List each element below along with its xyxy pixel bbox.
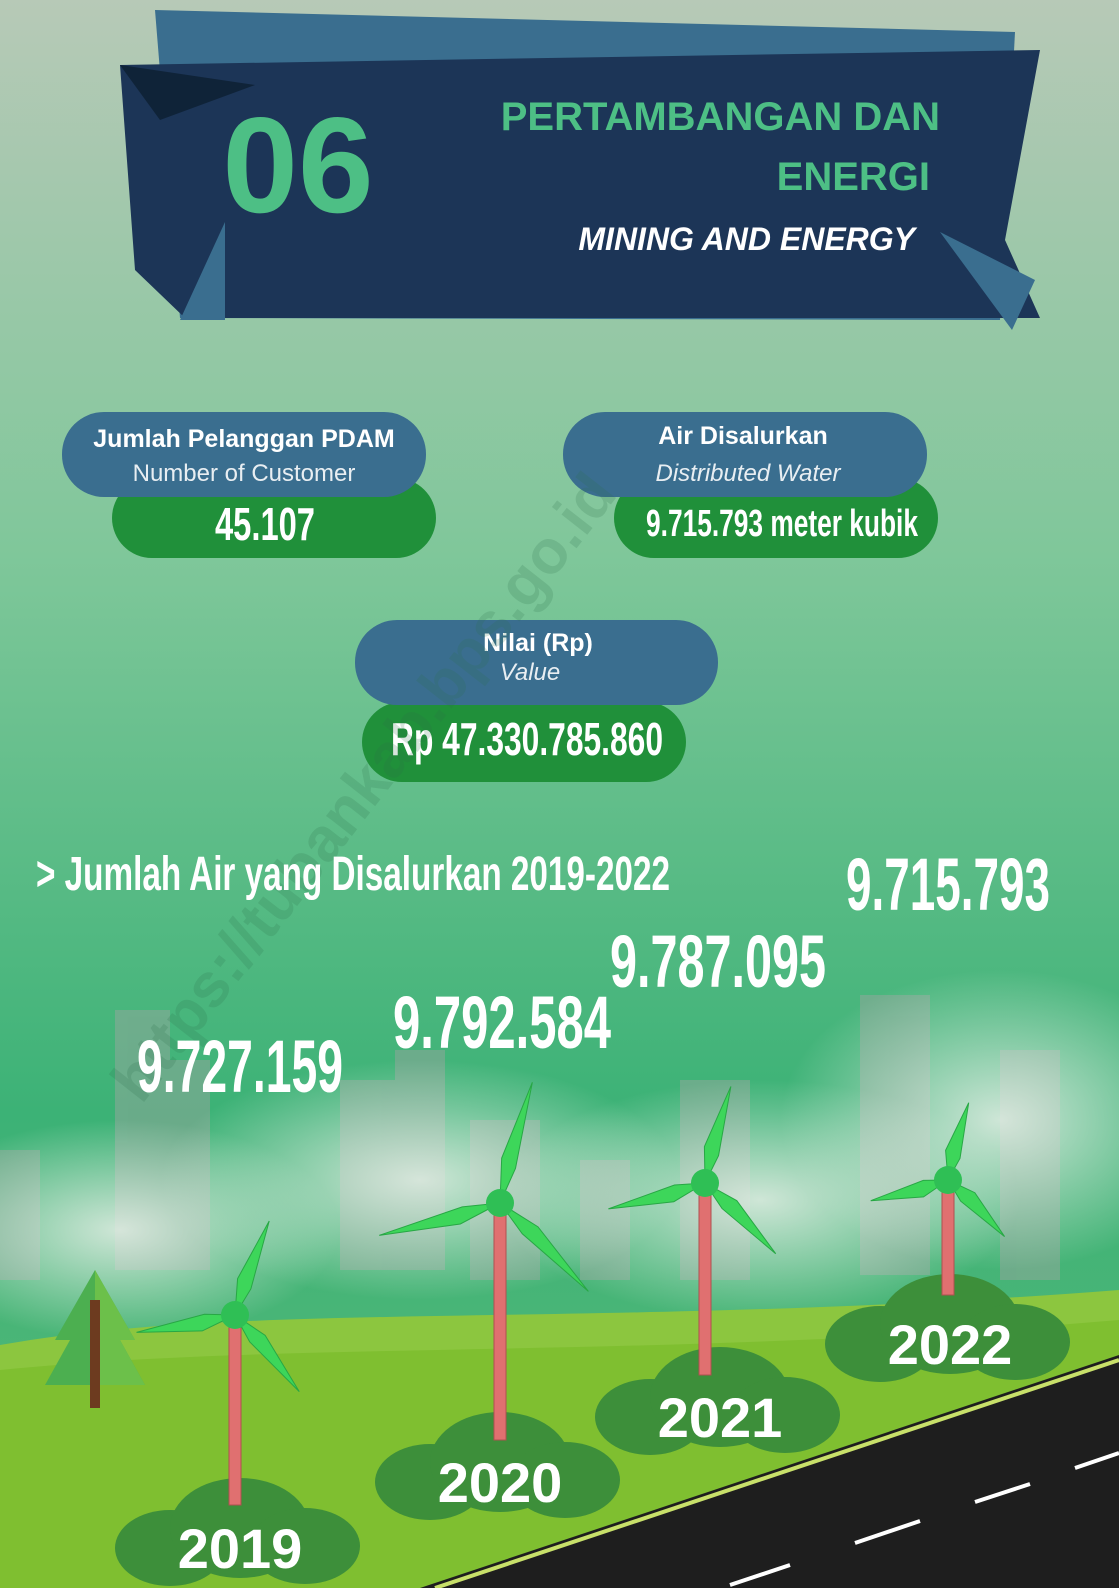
year-label: 2020 — [438, 1451, 563, 1514]
windmill-hub — [221, 1301, 249, 1329]
value-label: 9.792.584 — [393, 981, 611, 1064]
windmill-pole — [942, 1180, 954, 1295]
title: PERTAMBANGAN DAN — [501, 95, 940, 139]
chart-title: > Jumlah Air yang Disalurkan 2019-2022 — [36, 848, 670, 901]
value-label: 9.715.793 — [846, 843, 1050, 926]
section-number: 06 — [222, 89, 373, 241]
stat-label-en: Number of Customer — [133, 460, 356, 487]
infographic: 06 PERTAMBANGAN DAN ENERGI MINING AND EN… — [0, 0, 1119, 1588]
stat-card: Jumlah Pelanggan PDAM Number of Customer… — [62, 412, 436, 558]
stat-card: Air Disalurkan Distributed Water 9.715.7… — [563, 412, 938, 558]
stat-label: Jumlah Pelanggan PDAM — [93, 425, 394, 453]
windmill-pole — [494, 1203, 506, 1440]
year-label: 2019 — [178, 1517, 303, 1580]
stat-label-en: Value — [500, 659, 561, 686]
title: ENERGI — [777, 155, 930, 199]
value-label: 9.787.095 — [610, 920, 826, 1003]
stat-label-en: Distributed Water — [656, 460, 842, 487]
windmill-hub — [691, 1169, 719, 1197]
stat-label: Air Disalurkan — [658, 422, 828, 450]
windmill-pole — [229, 1315, 241, 1505]
subtitle: MINING AND ENERGY — [578, 221, 917, 257]
year-label: 2021 — [658, 1386, 783, 1449]
windmill-pole — [699, 1183, 711, 1375]
windmill-hub — [934, 1166, 962, 1194]
value-label: 9.727.159 — [137, 1025, 343, 1108]
stat-value: 9.715.793 meter kubik — [646, 503, 919, 545]
page: {"header": {"number": "06", "title_line1… — [0, 0, 1119, 1588]
year-label: 2022 — [888, 1313, 1013, 1376]
stat-value: 45.107 — [215, 498, 315, 550]
windmill-hub — [486, 1189, 514, 1217]
